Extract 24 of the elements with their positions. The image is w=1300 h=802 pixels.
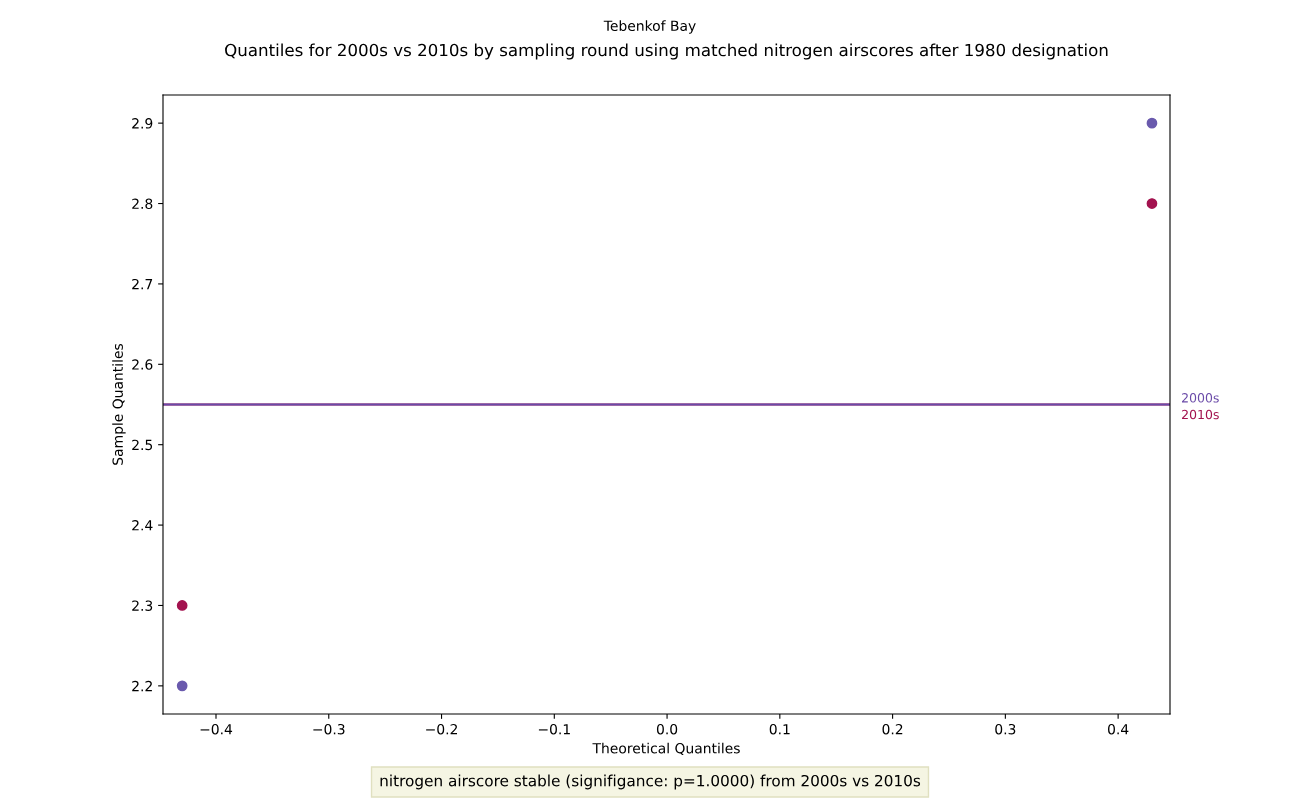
x-tick-label: 0.1 <box>769 723 790 735</box>
x-tick-label: −0.1 <box>538 723 570 735</box>
x-tick-label: −0.3 <box>313 723 345 735</box>
x-tick-label: −0.4 <box>200 723 233 735</box>
x-tick-label: 0.4 <box>1108 723 1129 735</box>
chart-title: Quantiles for 2000s vs 2010s by sampling round using matched nitrogen airscores after 1980 designation <box>225 43 1108 60</box>
y-tick-label: 2.8 <box>132 198 153 209</box>
text: nitrogen airscore stable (signifigance: p=1.0000) from 2000s vs 2010s <box>380 774 921 790</box>
ref-line-label: 2000s <box>1182 393 1219 403</box>
chart-subtitle: Tebenkof Bay <box>603 20 696 34</box>
ref-line-label: 2010s <box>1182 409 1219 420</box>
x-tick-label: −0.2 <box>426 723 457 735</box>
x-tick-label: 0.0 <box>656 723 678 735</box>
y-tick-label: 2.3 <box>132 600 153 611</box>
y-tick-label: 2.6 <box>132 359 153 370</box>
y-tick-label: 2.9 <box>132 118 153 129</box>
y-tick-label: 2.5 <box>132 439 153 451</box>
y-tick-label: 2.7 <box>132 278 153 290</box>
y-tick-label: 2.2 <box>132 680 152 692</box>
y-axis-title: Sample Quantiles <box>112 343 126 465</box>
x-tick-label: 0.3 <box>995 723 1016 735</box>
x-tick-label: 0.2 <box>882 723 903 735</box>
y-tick-label: 2.4 <box>132 520 153 531</box>
x-axis-title: Theoretical Quantiles <box>592 742 740 756</box>
